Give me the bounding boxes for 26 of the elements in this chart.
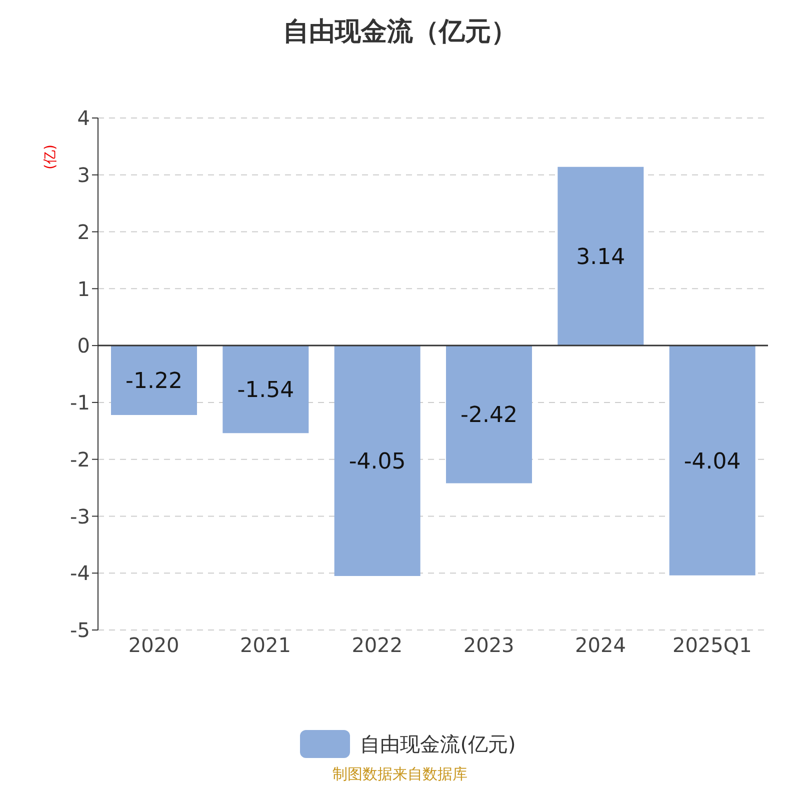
x-tick-label: 2025Q1	[672, 633, 752, 658]
y-tick-label: -1	[70, 390, 90, 415]
y-tick-label: -2	[70, 447, 90, 472]
y-tick-label: -5	[70, 618, 90, 642]
data-label: -1.54	[237, 378, 294, 404]
chart-title: 自由现金流（亿元）	[282, 16, 518, 49]
y-tick-label: 4	[77, 106, 90, 130]
y-tick-label: 1	[77, 276, 90, 301]
y-tick-label: -4	[70, 561, 90, 586]
data-label: -1.22	[126, 369, 182, 394]
y-tick-label: 2	[77, 220, 90, 244]
text: 制图数据来自数据库	[332, 765, 468, 784]
x-tick-label: 2023	[463, 633, 514, 658]
data-label: -4.04	[684, 449, 741, 474]
data-label: 3.14	[576, 245, 626, 270]
data-label: -2.42	[460, 403, 518, 428]
legend-label: 自由现金流(亿元)	[359, 730, 516, 758]
x-tick-label: 2021	[240, 633, 291, 658]
y-tick-label: -3	[70, 504, 90, 528]
y-tick-label: 0	[77, 334, 90, 358]
data-label: -4.05	[348, 450, 406, 475]
y-tick-label: 3	[77, 162, 90, 187]
y-axis-title: (亿)	[41, 144, 60, 170]
x-tick-label: 2022	[352, 633, 403, 658]
x-tick-label: 2024	[575, 633, 626, 658]
x-tick-label: 2020	[128, 633, 180, 658]
